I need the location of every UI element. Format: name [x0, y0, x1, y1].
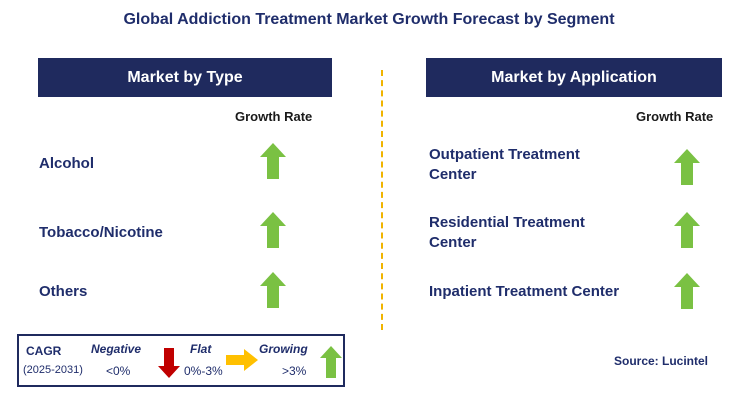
- up-arrow-icon: [674, 212, 700, 248]
- application-growth-rate-label: Growth Rate: [636, 109, 714, 124]
- segment-label-inpatient: Inpatient Treatment Center: [429, 283, 620, 300]
- type-panel-header: Market by Type: [38, 58, 332, 97]
- up-arrow-icon: [674, 149, 700, 185]
- segment-label-line: Center: [429, 166, 477, 183]
- legend-period-label: (2025-2031): [23, 364, 83, 376]
- segment-label-tobacco: Tobacco/Nicotine: [39, 224, 163, 241]
- up-arrow-icon: [260, 212, 286, 248]
- type-growth-rate-label: Growth Rate: [235, 109, 313, 124]
- segment-label-outpatient: Outpatient Treatment Center: [429, 145, 580, 185]
- segment-label-alcohol: Alcohol: [39, 155, 94, 172]
- application-panel-header: Market by Application: [426, 58, 722, 97]
- legend-flat-value: 0%-3%: [184, 364, 223, 378]
- up-arrow-icon: [674, 273, 700, 309]
- cagr-legend: CAGR (2025-2031) Negative <0% Flat 0%-3%…: [17, 334, 345, 387]
- page-title: Global Addiction Treatment Market Growth…: [123, 11, 615, 28]
- legend-cagr-label: CAGR: [26, 344, 62, 358]
- legend-negative-value: <0%: [106, 364, 131, 378]
- right-arrow-icon: [226, 349, 258, 371]
- panel-divider: [381, 70, 383, 330]
- up-arrow-icon: [320, 346, 342, 378]
- legend-growing-value: >3%: [282, 364, 307, 378]
- segment-label-residential: Residential Treatment Center: [429, 213, 585, 253]
- up-arrow-icon: [260, 272, 286, 308]
- down-arrow-icon: [158, 348, 180, 378]
- legend-flat-label: Flat: [190, 342, 212, 356]
- legend-negative-label: Negative: [91, 342, 142, 356]
- segment-label-others: Others: [39, 283, 88, 300]
- segment-label-line: Outpatient Treatment: [429, 146, 580, 163]
- up-arrow-icon: [260, 143, 286, 179]
- source-note: Source: Lucintel: [614, 354, 709, 368]
- legend-growing-label: Growing: [259, 342, 308, 356]
- segment-label-line: Residential Treatment: [429, 214, 585, 231]
- segment-label-line: Center: [429, 234, 477, 251]
